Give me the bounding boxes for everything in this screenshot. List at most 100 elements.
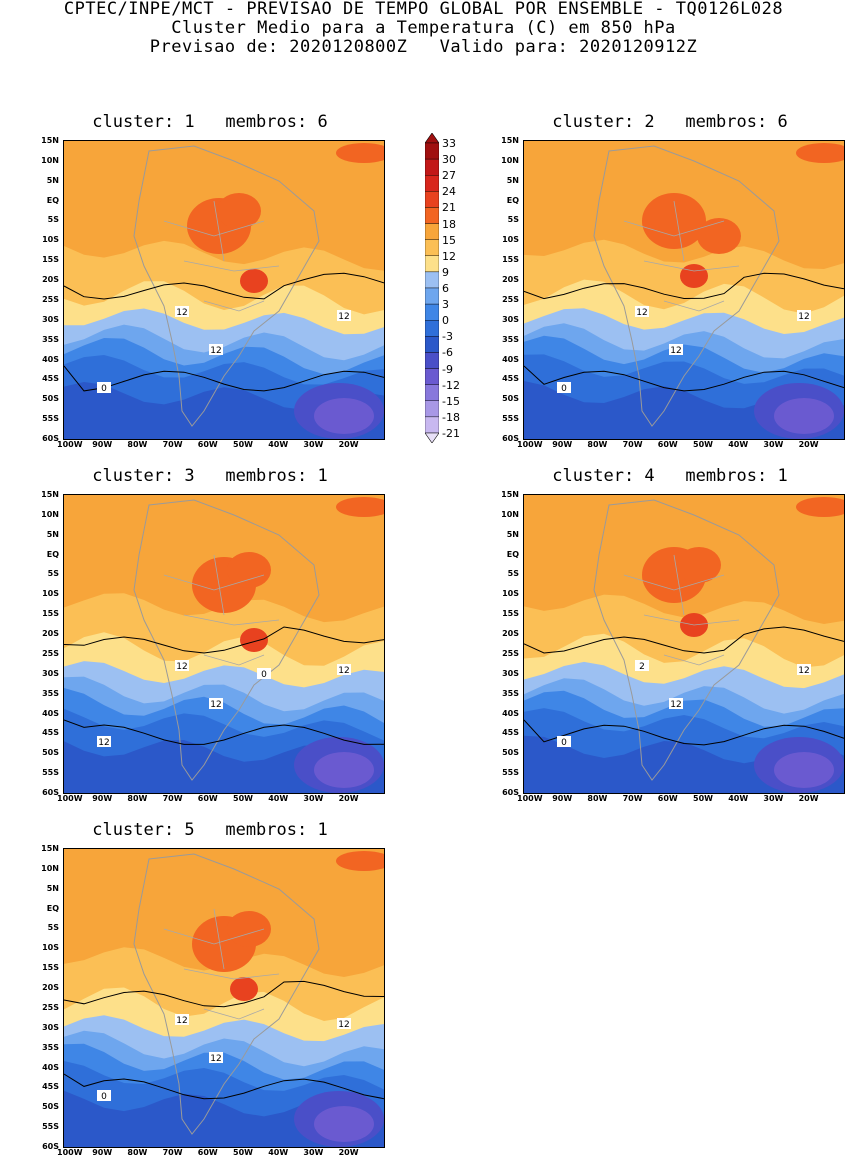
colorbar-label: 12 [442, 249, 456, 263]
lat-tick-label: 60S [42, 434, 59, 443]
lon-tick-label: 30W [303, 794, 324, 803]
lat-tick-label: 55S [502, 768, 519, 778]
lon-tick-label: 60W [197, 1148, 218, 1157]
contour-12 [524, 626, 844, 654]
lat-tick-label: 25S [42, 294, 59, 304]
colorbar-swatch [425, 384, 439, 401]
contour-12 [524, 272, 844, 300]
warm-core [697, 218, 741, 254]
lon-tick-label: 30W [303, 440, 324, 449]
lat-tick-label: 10N [41, 509, 59, 519]
svg-text:12: 12 [670, 346, 681, 356]
lon-tick-label: 50W [233, 794, 253, 803]
colorbar-label: 0 [442, 314, 449, 328]
panel-title: cluster: 2 membros: 6 [552, 112, 788, 132]
lat-tick-label: 55S [42, 414, 59, 424]
lat-tick-label: 45S [502, 728, 519, 738]
coastline [133, 853, 320, 1135]
contour-label: 12 [337, 310, 351, 322]
header-subtitle: Cluster Medio para a Temperatura (C) em … [171, 18, 676, 38]
lat-tick-label: 10S [502, 589, 519, 599]
lon-tick-label: 40W [268, 794, 289, 803]
contour-label: 12 [175, 660, 189, 672]
lat-tick-label: 5N [46, 529, 59, 539]
coastline [593, 499, 780, 781]
cluster-panel-1: cluster: 1 membros: 6 12 12 12 0 15N 10N 5N EQ 5… [30, 112, 390, 452]
colorbar-swatch [425, 416, 439, 434]
lon-tick-label: 40W [268, 1148, 289, 1157]
cold-pool-core [314, 752, 374, 788]
colorbar-swatch [425, 239, 439, 256]
contour-label: 12 [669, 344, 683, 356]
svg-text:12: 12 [338, 312, 349, 322]
contour-label: 2 [635, 660, 649, 672]
lon-tick-label: 100W [517, 794, 543, 803]
contour-label: 12 [175, 1014, 189, 1026]
contour-12 [64, 272, 384, 300]
lat-tick-label: 15S [42, 609, 59, 619]
lon-tick-label: 80W [127, 440, 148, 449]
svg-text:12: 12 [636, 308, 647, 318]
contour-label: 12 [209, 698, 223, 710]
lon-tick-label: 60W [657, 794, 678, 803]
lon-tick-label: 40W [728, 794, 749, 803]
lon-tick-label: 30W [763, 440, 784, 449]
lat-tick-label: 15N [41, 490, 59, 499]
lat-tick-label: 50S [42, 1102, 59, 1112]
lat-tick-label: 60S [42, 788, 59, 797]
svg-text:12: 12 [210, 700, 221, 710]
lat-tick-label: 40S [42, 354, 59, 364]
lat-tick-label: 30S [502, 668, 519, 678]
svg-text:12: 12 [338, 666, 349, 676]
lat-tick-label: 5N [506, 529, 519, 539]
lon-tick-label: 40W [728, 440, 749, 449]
temperature-map: 2 12 12 0 [523, 494, 845, 794]
colorbar-label: 18 [442, 217, 456, 231]
lon-tick-label: 80W [587, 440, 608, 449]
colorbar-label: -21 [442, 427, 460, 440]
svg-text:0: 0 [561, 738, 567, 748]
cold-pool-core [314, 1106, 374, 1142]
lat-tick-label: 5S [507, 215, 519, 225]
colorbar-swatch [425, 303, 439, 321]
lon-tick-label: 50W [693, 794, 713, 803]
lon-tick-label: 80W [127, 1148, 148, 1157]
map-field-svg: 2 12 12 0 [524, 495, 844, 793]
colorbar-swatch [425, 368, 439, 385]
temperature-map: 12 12 12 0 [63, 848, 385, 1148]
warm-core [642, 193, 706, 249]
contour-label: 0 [557, 382, 571, 394]
lat-tick-label: 10N [41, 863, 59, 873]
svg-text:0: 0 [101, 384, 107, 394]
lat-tick-label: 20S [42, 275, 59, 285]
lat-tick-label: 5N [46, 883, 59, 893]
lat-tick-label: 30S [42, 1022, 59, 1032]
lon-tick-label: 70W [622, 794, 643, 803]
contour-label: 12 [669, 698, 683, 710]
lat-tick-label: EQ [46, 195, 59, 205]
contour-label: 12 [97, 736, 111, 748]
temperature-map: 12 12 12 12 0 [63, 494, 385, 794]
lat-tick-label: 25S [42, 648, 59, 658]
lat-tick-label: 45S [42, 728, 59, 738]
colorbar-label: 27 [442, 169, 456, 183]
cluster-panel-3: cluster: 3 membros: 1 12 12 12 12 0 15N 10N 5N E… [30, 466, 390, 806]
cluster-panel-2: cluster: 2 membros: 6 12 12 12 0 15N 10N 5N EQ 5… [490, 112, 847, 452]
lon-tick-label: 100W [57, 794, 83, 803]
lon-tick-label: 20W [798, 794, 819, 803]
lon-tick-label: 90W [552, 794, 573, 803]
lat-tick-label: 35S [42, 688, 59, 698]
lon-tick-label: 80W [587, 794, 608, 803]
svg-text:0: 0 [101, 1092, 107, 1102]
temperature-map: 12 12 12 0 [523, 140, 845, 440]
lon-tick-label: 90W [92, 1148, 113, 1157]
map-field-svg: 12 12 12 0 [64, 141, 384, 439]
lon-tick-label: 40W [268, 440, 289, 449]
lon-tick-label: 20W [338, 440, 359, 449]
temperature-map: 12 12 12 0 [63, 140, 385, 440]
colorbar-label: 9 [442, 265, 449, 279]
svg-text:12: 12 [210, 1054, 221, 1064]
lon-tick-label: 100W [57, 1148, 83, 1157]
contour-0 [524, 719, 844, 746]
lat-tick-label: 50S [42, 394, 59, 404]
